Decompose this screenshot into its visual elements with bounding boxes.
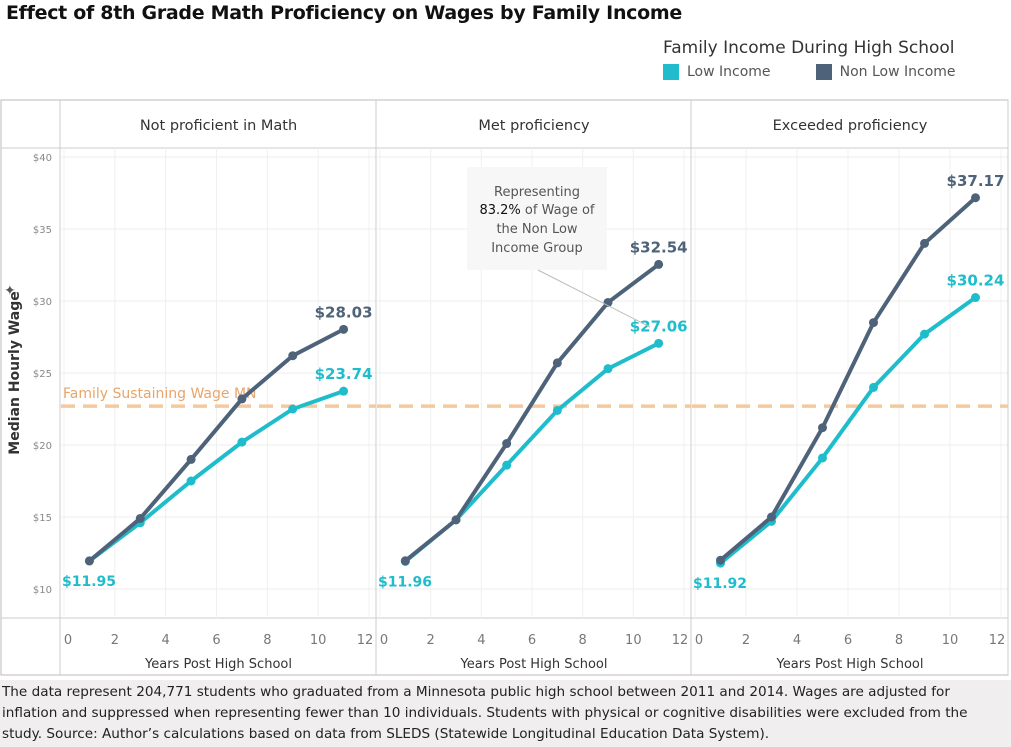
x-tick-label: 12 xyxy=(357,633,374,648)
low-income-point[interactable] xyxy=(502,460,512,470)
x-tick-label: 4 xyxy=(477,633,485,648)
x-tick-label: 8 xyxy=(579,633,587,648)
x-tick-label: 10 xyxy=(942,633,959,648)
non-low-income-point[interactable] xyxy=(400,556,410,566)
low-income-point[interactable] xyxy=(186,476,196,486)
annotation-text: Representing xyxy=(494,185,580,200)
end-label-low-income: $30.24 xyxy=(947,272,1005,290)
x-tick-label: 10 xyxy=(625,633,642,648)
non-low-income-point[interactable] xyxy=(288,351,298,361)
x-tick-label: 8 xyxy=(263,633,271,648)
non-low-income-point[interactable] xyxy=(339,324,349,334)
x-tick-label: 4 xyxy=(793,633,801,648)
x-tick-label: 8 xyxy=(895,633,903,648)
x-tick-label: 12 xyxy=(989,633,1006,648)
low-income-point[interactable] xyxy=(288,404,298,414)
legend-item-low-income[interactable]: Low Income xyxy=(663,64,771,80)
x-tick-label: 6 xyxy=(212,633,220,648)
end-label-non-low-income: $37.17 xyxy=(947,172,1005,190)
chart-area: $10 $15 $20 $25 $30 $35 $40 Median Hourly Wage✦… xyxy=(0,99,1009,676)
low-income-point[interactable] xyxy=(237,437,247,447)
start-label: $11.95 xyxy=(62,574,116,590)
end-label-non-low-income: $32.54 xyxy=(630,238,688,256)
y-tick-label: $40 xyxy=(33,153,52,164)
low-income-point[interactable] xyxy=(339,386,349,396)
annotation-text: the Non Low xyxy=(496,222,577,237)
x-tick-label: 0 xyxy=(64,633,72,648)
low-income-swatch xyxy=(663,64,679,80)
x-tick-label: 0 xyxy=(695,633,703,648)
non-low-income-point[interactable] xyxy=(716,555,725,565)
non-low-income-line xyxy=(404,262,660,563)
x-tick-label: 2 xyxy=(111,633,119,648)
end-label-low-income: $27.06 xyxy=(630,317,688,335)
non-low-income-point[interactable] xyxy=(767,512,776,522)
non-low-income-point[interactable] xyxy=(818,423,827,433)
panel-header: Met proficiency xyxy=(478,118,590,134)
non-low-income-point[interactable] xyxy=(654,259,664,269)
panel-header: Not proficient in Math xyxy=(140,118,297,134)
non-low-income-point[interactable] xyxy=(186,454,196,464)
x-tick-label: 6 xyxy=(528,633,536,648)
low-income-point[interactable] xyxy=(654,338,664,348)
annotation-leader xyxy=(537,269,651,328)
x-tick-label: 0 xyxy=(380,633,388,648)
x-axis-title: Years Post High School xyxy=(460,657,608,672)
y-tick-label: $30 xyxy=(33,297,52,308)
legend-label: Low Income xyxy=(687,64,771,80)
low-income-point[interactable] xyxy=(920,329,929,339)
y-axis-title: Median Hourly Wage xyxy=(7,291,23,454)
low-income-point[interactable] xyxy=(603,364,613,374)
annotation-box xyxy=(467,167,607,270)
legend: Family Income During High School Low Inc… xyxy=(663,38,996,84)
x-tick-label: 2 xyxy=(742,633,750,648)
non-low-income-line xyxy=(88,327,345,563)
non-low-income-point[interactable] xyxy=(237,394,247,404)
start-label: $11.92 xyxy=(693,576,747,592)
legend-item-non-low-income[interactable]: Non Low Income xyxy=(815,64,956,80)
low-income-point[interactable] xyxy=(552,405,562,415)
low-income-line xyxy=(88,389,345,563)
non-low-income-point[interactable] xyxy=(920,238,929,248)
pin-icon[interactable]: ✦ xyxy=(4,283,16,299)
non-low-income-point[interactable] xyxy=(502,439,512,449)
annotation-text: Income Group xyxy=(491,241,583,256)
footnote: The data represent 204,771 students who … xyxy=(0,680,1011,747)
y-tick-label: $20 xyxy=(33,441,52,452)
x-tick-label: 6 xyxy=(844,633,852,648)
legend-title: Family Income During High School xyxy=(663,38,955,58)
low-income-point[interactable] xyxy=(818,453,827,463)
panel-header: Exceeded proficiency xyxy=(773,118,928,134)
annotation-text: 83.2% of Wage of xyxy=(479,203,594,218)
low-income-point[interactable] xyxy=(971,293,980,303)
y-tick-label: $25 xyxy=(33,369,52,380)
low-income-line xyxy=(719,295,977,565)
non-low-income-point[interactable] xyxy=(552,358,562,368)
non-low-income-point[interactable] xyxy=(971,193,980,203)
non-low-income-point[interactable] xyxy=(451,515,461,525)
x-tick-label: 2 xyxy=(427,633,435,648)
chart-title: Effect of 8th Grade Math Proficiency on … xyxy=(6,2,682,24)
x-tick-label: 10 xyxy=(310,633,327,648)
y-tick-label: $15 xyxy=(33,513,52,524)
reference-line-label: Family Sustaining Wage MN xyxy=(63,386,257,402)
end-label-non-low-income: $28.03 xyxy=(315,303,373,321)
non-low-income-point[interactable] xyxy=(869,318,878,328)
x-tick-label: 12 xyxy=(672,633,689,648)
low-income-point[interactable] xyxy=(869,382,878,392)
x-tick-label: 4 xyxy=(162,633,170,648)
x-axis-title: Years Post High School xyxy=(144,657,292,672)
legend-label: Non Low Income xyxy=(839,64,956,80)
y-tick-label: $35 xyxy=(33,225,52,236)
y-tick-label: $10 xyxy=(33,585,52,596)
x-axis-title: Years Post High School xyxy=(776,657,924,672)
start-label: $11.96 xyxy=(378,574,432,590)
non-low-income-line xyxy=(719,196,977,562)
non-low-income-point[interactable] xyxy=(135,513,145,523)
end-label-low-income: $23.74 xyxy=(315,365,373,383)
non-low-income-swatch xyxy=(815,64,832,80)
non-low-income-point[interactable] xyxy=(84,556,94,566)
